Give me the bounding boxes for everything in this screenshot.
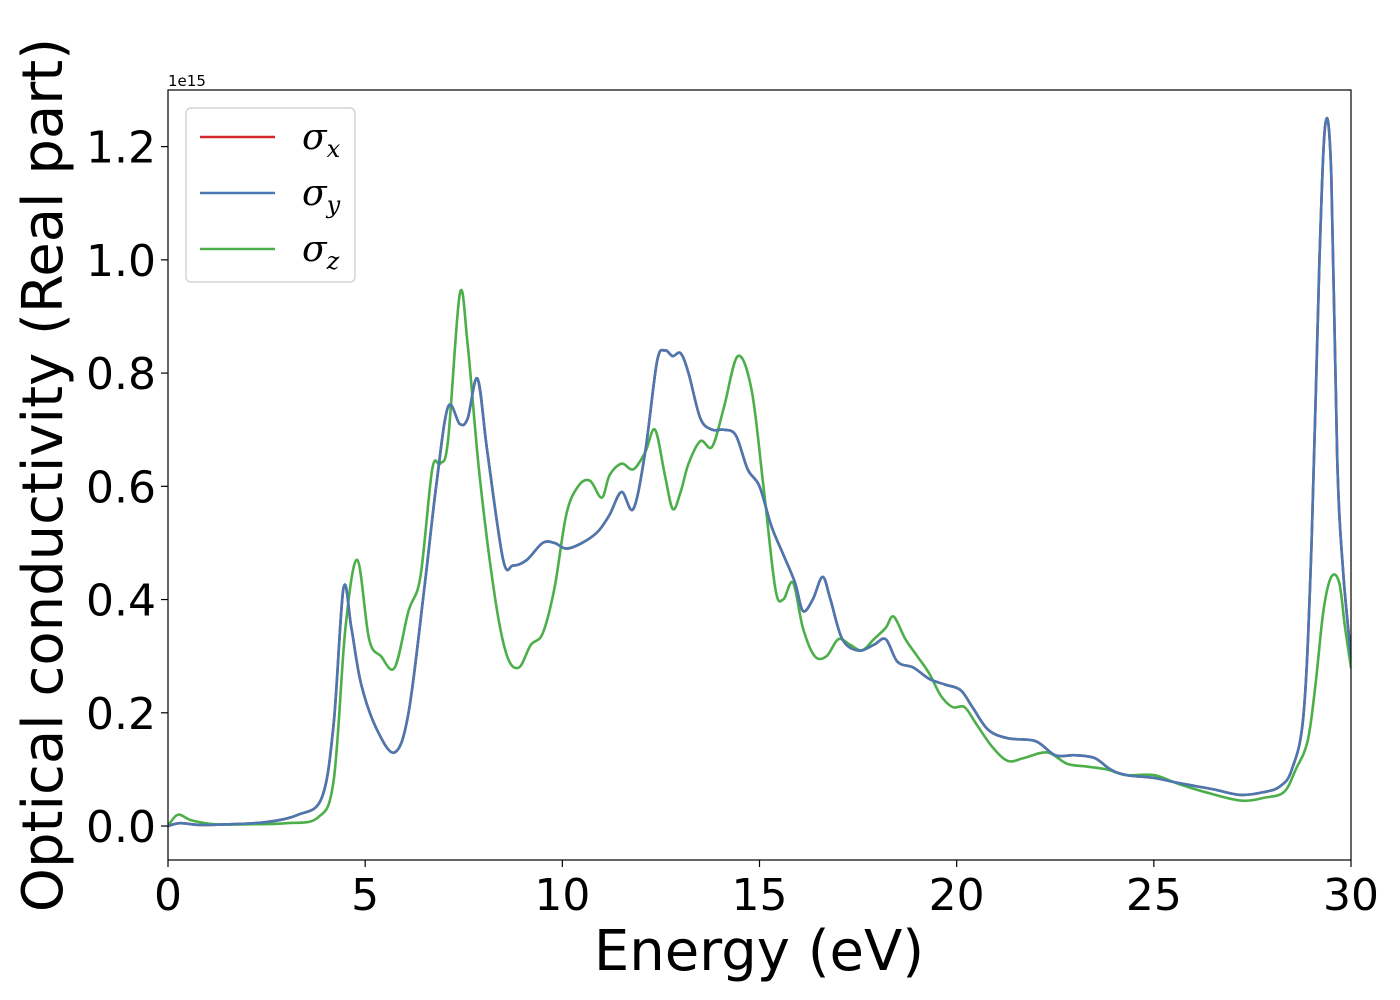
legend: σx σy σz <box>185 107 356 283</box>
legend-box <box>185 107 356 283</box>
series-line-y <box>168 116 1351 828</box>
y-tick-label: 1.2 <box>86 123 156 174</box>
legend-label-x: σx <box>302 117 341 163</box>
y-tick-label: 0.6 <box>86 462 156 513</box>
x-axis-ticks: 0 5 10 15 20 25 30 <box>154 860 1379 921</box>
x-tick-label: 15 <box>732 870 788 921</box>
x-tick-label: 30 <box>1323 870 1379 921</box>
y-tick-label: 1.0 <box>86 236 156 287</box>
y-tick-label: 0.8 <box>86 349 156 400</box>
legend-label-z: σz <box>302 229 340 275</box>
x-tick-label: 10 <box>534 870 590 921</box>
y-offset-label: 1e15 <box>168 72 206 90</box>
y-tick-label: 0.4 <box>86 576 156 627</box>
y-tick-label: 0.2 <box>86 689 156 740</box>
legend-label-y: σy <box>302 173 341 219</box>
x-tick-label: 0 <box>154 870 182 921</box>
x-tick-label: 25 <box>1126 870 1182 921</box>
plot-lines-group <box>168 116 1351 828</box>
x-axis-title: Energy (eV) <box>594 919 924 984</box>
y-axis-ticks: 0.0 0.2 0.4 0.6 0.8 1.0 1.2 <box>86 123 168 853</box>
y-tick-label: 0.0 <box>86 802 156 853</box>
y-axis-title: Optical conductivity (Real part) <box>11 38 76 912</box>
x-tick-label: 20 <box>929 870 985 921</box>
x-tick-label: 5 <box>351 870 379 921</box>
